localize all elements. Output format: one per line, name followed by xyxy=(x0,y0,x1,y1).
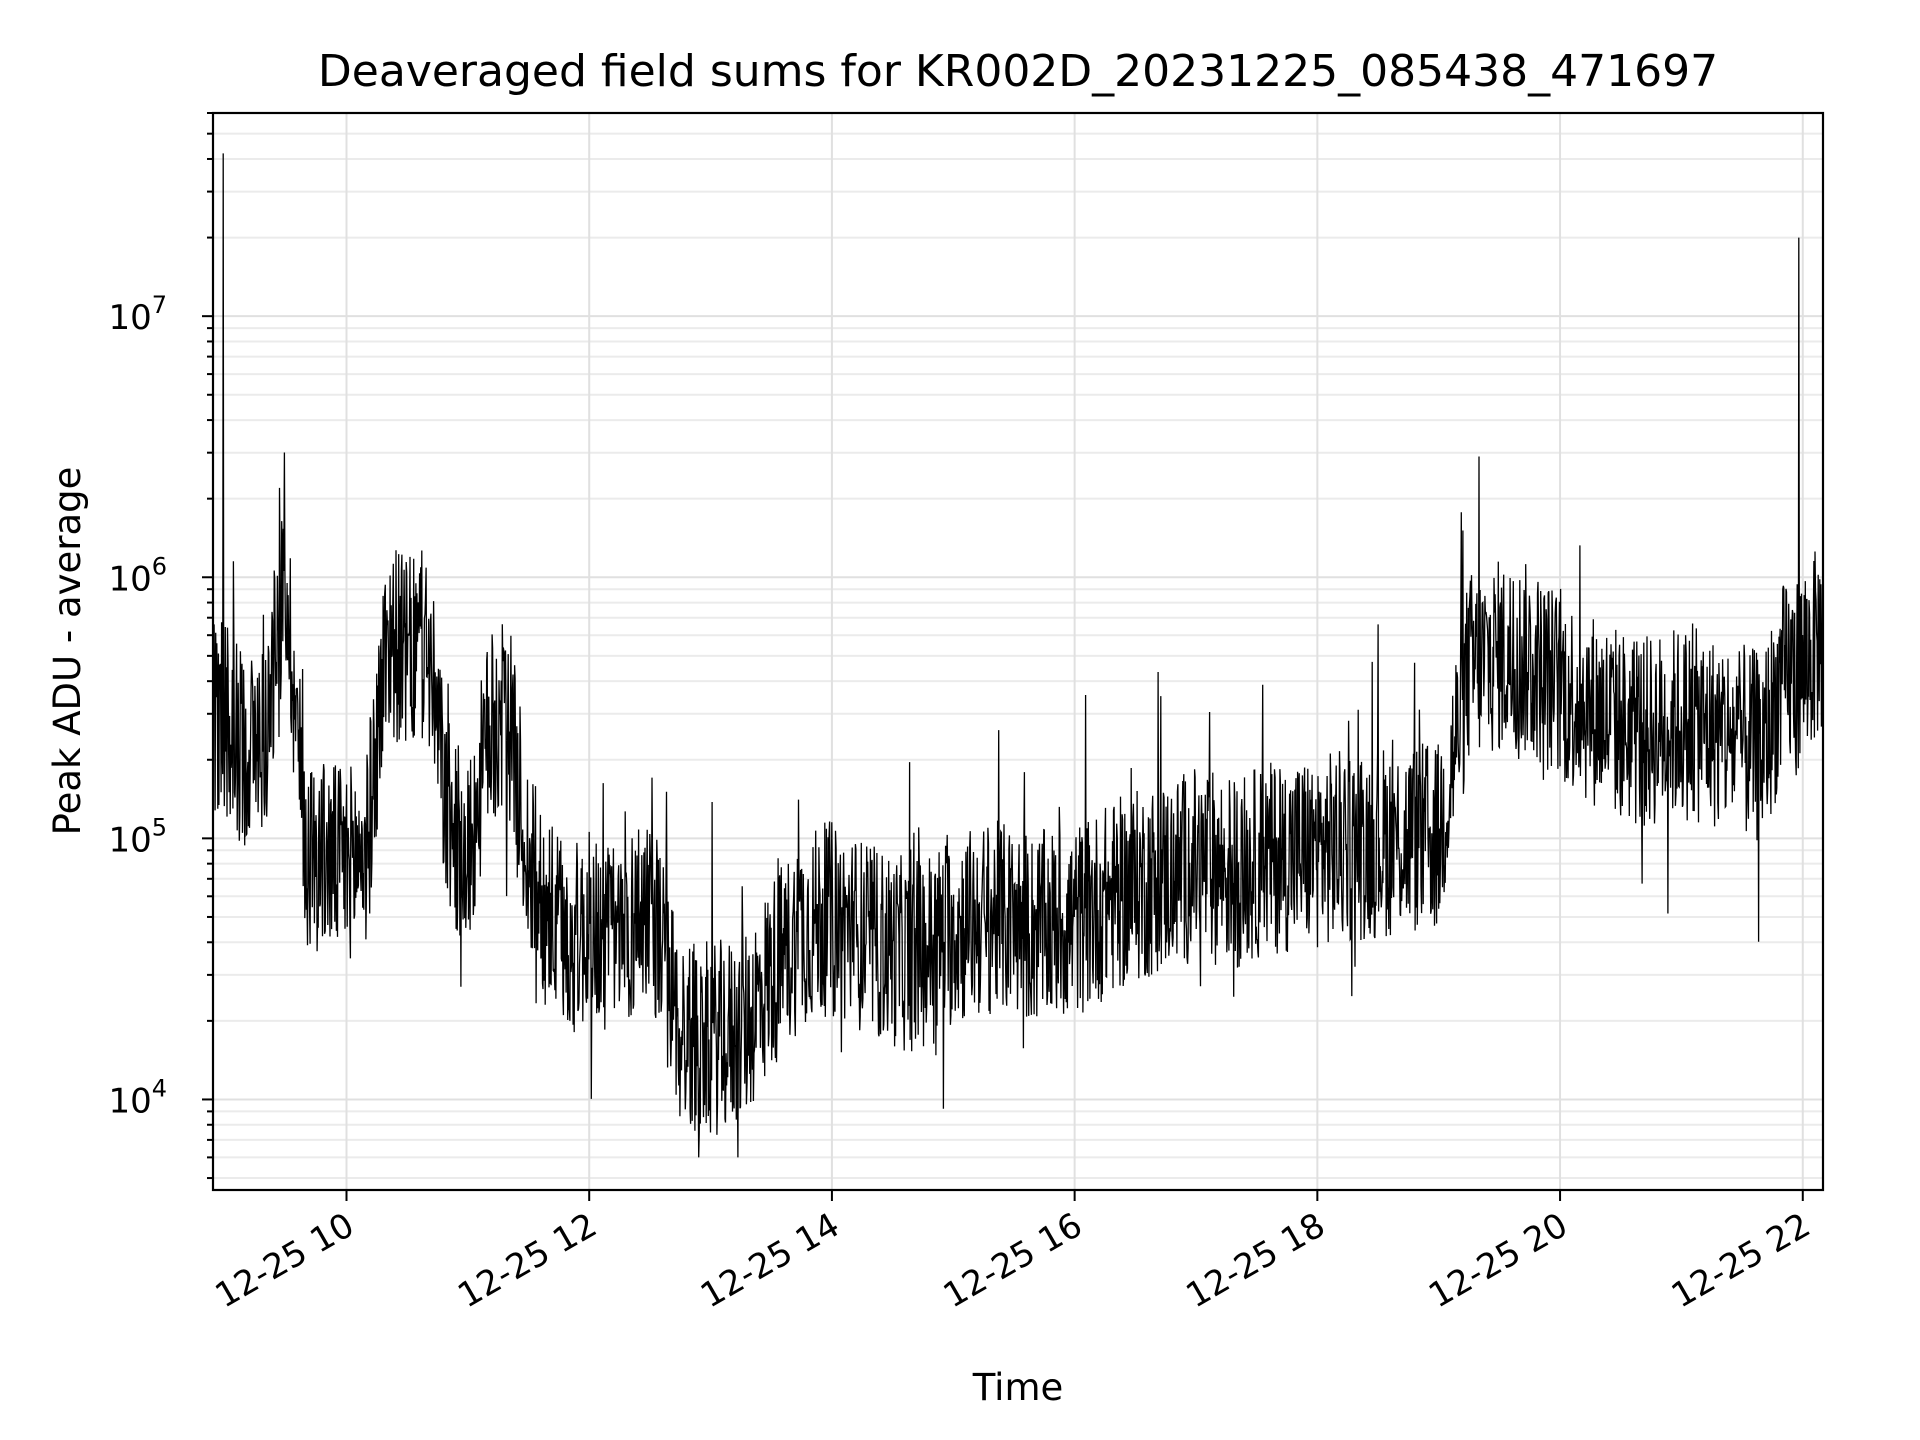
y-tick-label: 107 xyxy=(108,291,167,338)
y-axis-label: Peak ADU - average xyxy=(46,467,89,836)
series-line xyxy=(212,153,1824,1158)
y-tick-label: 104 xyxy=(108,1074,167,1121)
x-axis-label: Time xyxy=(972,1366,1064,1409)
x-tick-label: 12-25 12 xyxy=(451,1205,603,1316)
x-tick-label: 12-25 20 xyxy=(1422,1205,1574,1316)
y-tick-label: 106 xyxy=(108,552,167,599)
x-tick-label: 12-25 14 xyxy=(694,1205,846,1316)
chart-title: Deaveraged field sums for KR002D_2023122… xyxy=(318,46,1718,97)
plot-frame xyxy=(211,111,1825,1192)
x-tick-label: 12-25 16 xyxy=(937,1205,1089,1316)
x-tick-label: 12-25 18 xyxy=(1179,1205,1331,1316)
y-tick-label: 105 xyxy=(108,813,167,860)
x-tick-label: 12-25 10 xyxy=(209,1205,361,1316)
x-tick-label: 12-25 22 xyxy=(1665,1205,1817,1316)
grid xyxy=(213,112,1823,1190)
